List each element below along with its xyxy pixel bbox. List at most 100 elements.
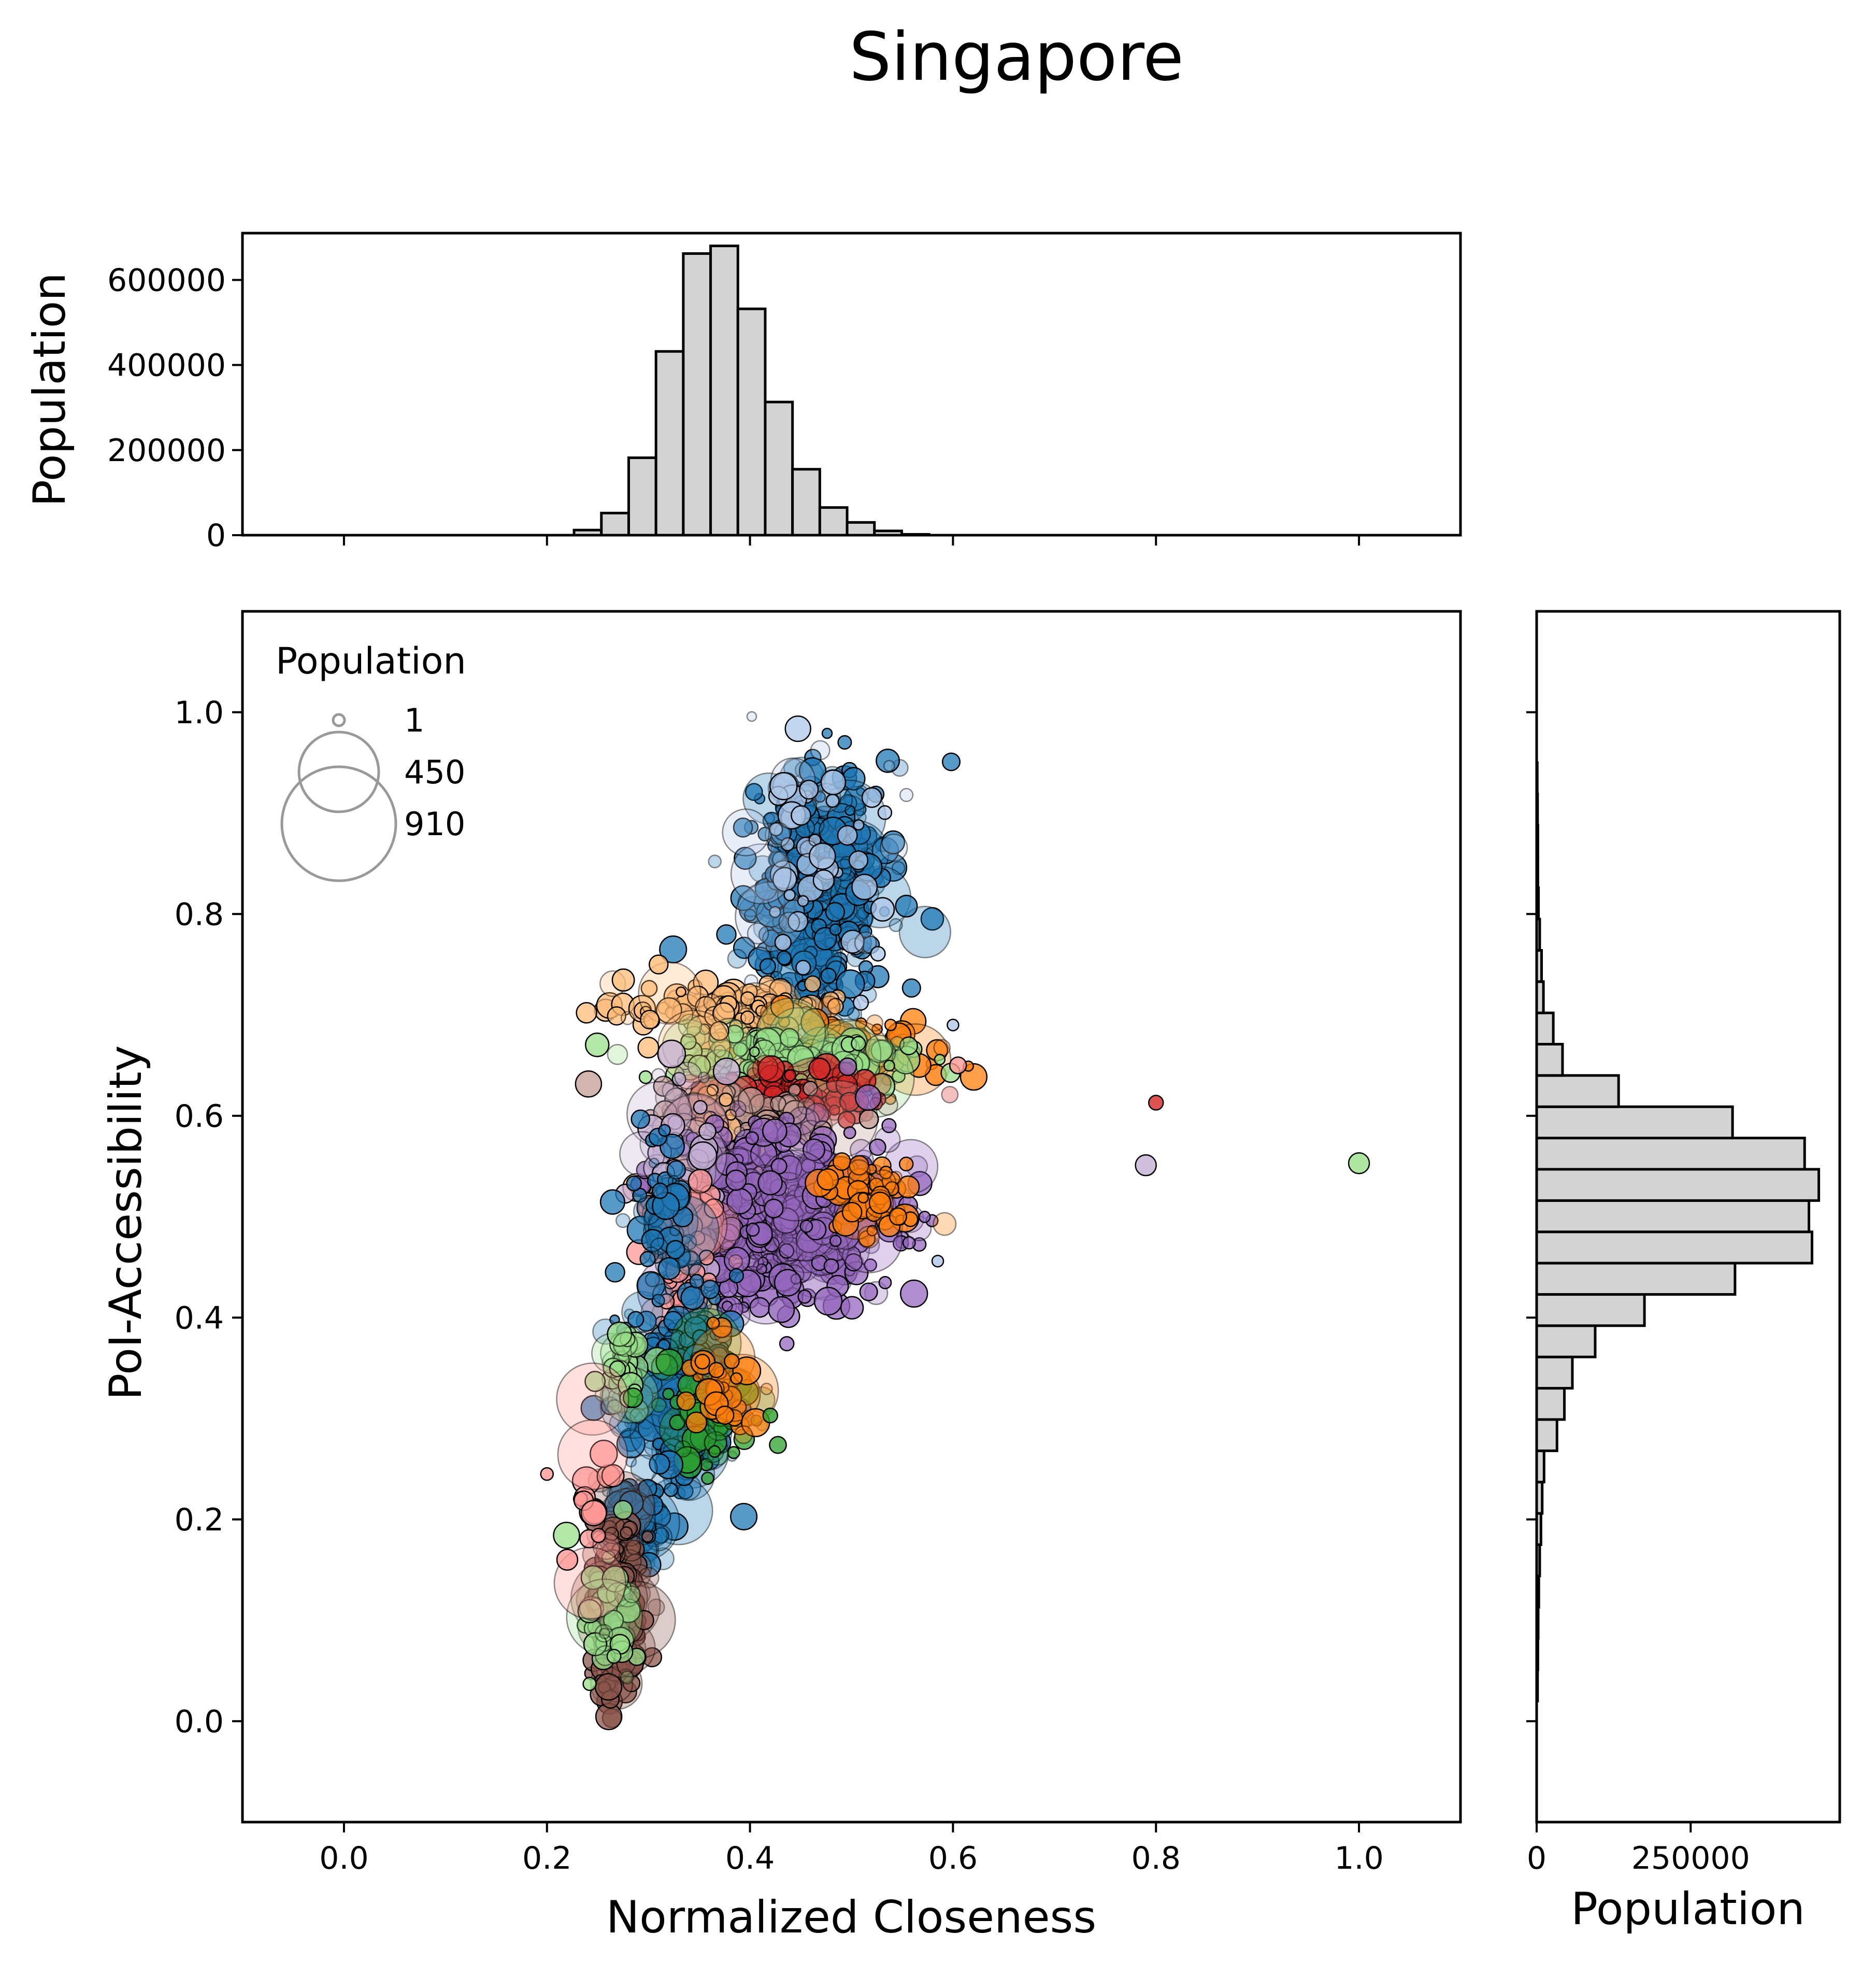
scatter-point: [755, 1005, 768, 1018]
scatter-point: [918, 1211, 931, 1223]
top-histogram-bar: [627, 456, 657, 537]
scatter-point: [783, 889, 796, 901]
scatter-point: [900, 1279, 928, 1308]
right-histogram-bar: [1535, 1324, 1597, 1358]
scatter-point: [727, 1446, 740, 1459]
main-ylabel: PoI-Accessibility: [100, 1045, 152, 1400]
right-histogram-bar: [1535, 1262, 1737, 1296]
top-histogram-y-tick-label: 400000: [107, 348, 226, 384]
scatter-point: [678, 1013, 703, 1038]
right-histogram-x-tick-label: 250000: [1631, 1840, 1750, 1876]
top-histogram-bars: [572, 245, 930, 537]
main-x-tick-label: 0.6: [928, 1840, 978, 1876]
main-y-tick-label: 1.0: [175, 695, 224, 731]
scatter-point: [941, 1085, 959, 1104]
scatter-point: [752, 1054, 779, 1081]
main-xlabel: Normalized Closeness: [606, 1892, 1096, 1943]
scatter-point: [809, 842, 836, 870]
scatter-point: [890, 1036, 905, 1051]
right-histogram-bar: [1535, 1168, 1821, 1202]
scatter-point: [772, 867, 797, 892]
scatter-point: [582, 1677, 597, 1692]
size-legend-label: 1: [404, 701, 424, 739]
scatter-point: [853, 819, 865, 831]
top-histogram-bar: [764, 400, 794, 537]
scatter-point: [744, 783, 763, 801]
scatter-point: [768, 1296, 795, 1323]
scatter-point: [762, 1118, 787, 1144]
scatter-point: [716, 924, 737, 945]
scatter-point: [623, 1585, 641, 1603]
scatter-point: [649, 954, 669, 975]
top-histogram-frame: [241, 232, 1462, 537]
scatter-point: [779, 1028, 800, 1048]
scatter-point: [611, 968, 635, 992]
scatter-point: [701, 1471, 714, 1485]
scatter-point: [934, 1053, 946, 1066]
scatter-point: [843, 1126, 856, 1139]
scatter-point: [784, 1069, 797, 1082]
right-histogram-bar: [1535, 1418, 1558, 1452]
scatter-point: [747, 922, 769, 945]
scatter-point: [651, 1068, 666, 1083]
right-histogram-bar: [1535, 1074, 1620, 1108]
scatter-point: [861, 787, 882, 808]
scatter-point: [881, 830, 906, 854]
scatter-point: [770, 995, 794, 1019]
scatter-point: [680, 1033, 697, 1050]
scatter-point: [734, 847, 757, 870]
figure-title: Singapore: [849, 19, 1184, 96]
scatter-point: [693, 1100, 708, 1115]
scatter-point: [817, 1168, 839, 1191]
scatter-point: [737, 1086, 765, 1114]
scatter-point: [884, 1019, 897, 1032]
scatter-point: [840, 929, 865, 954]
size-legend-label: 910: [404, 805, 465, 843]
scatter-point: [933, 1039, 951, 1056]
main-scatter: 0.0 0.2 0.4 0.6 0.8 1.0 0.0 0.2 0.4 0.6 0.8 1.0 No…: [100, 610, 1462, 1943]
scatter-point: [652, 1182, 668, 1199]
scatter-point: [694, 1354, 710, 1370]
main-x-tick-label: 1.0: [1334, 1840, 1383, 1876]
scatter-point: [829, 923, 842, 936]
scatter-point: [540, 1467, 554, 1481]
scatter-point: [1348, 1152, 1370, 1174]
top-histogram: 0 200000 400000 600000 Population: [24, 232, 1462, 554]
scatter-point: [638, 1070, 653, 1084]
scatter-point: [931, 1254, 944, 1268]
scatter-point: [747, 1254, 764, 1271]
scatter-point: [730, 1372, 743, 1385]
scatter-point: [790, 1273, 802, 1285]
scatter-point: [700, 1280, 720, 1299]
scatter-point: [727, 949, 747, 969]
scatter-point: [709, 1021, 729, 1041]
scatter-point: [898, 1156, 914, 1172]
scatter-point: [749, 1046, 760, 1057]
top-histogram-bar: [600, 511, 630, 537]
scatter-point: [638, 961, 701, 1025]
scatter-point: [881, 1118, 897, 1134]
scatter-point: [637, 1036, 660, 1059]
scatter-point: [941, 752, 961, 771]
scatter-point: [764, 1198, 784, 1219]
scatter-point: [651, 1397, 667, 1413]
scatter-point: [895, 894, 918, 918]
scatter-point: [769, 906, 781, 919]
scatter-point: [580, 1500, 607, 1527]
scatter-point: [871, 1023, 883, 1035]
scatter-point: [880, 834, 908, 862]
scatter-point: [901, 978, 921, 998]
scatter-point: [858, 1109, 879, 1129]
scatter-point: [899, 787, 914, 803]
scatter-point: [787, 911, 809, 932]
scatter-point: [658, 1124, 671, 1137]
scatter-point: [607, 1043, 628, 1065]
scatter-point: [799, 780, 819, 800]
scatter-point: [797, 1290, 812, 1304]
scatter-point: [820, 967, 837, 984]
scatter-point: [724, 1353, 740, 1369]
scatter-point: [733, 1042, 748, 1057]
scatter-point: [804, 975, 821, 993]
scatter-point: [613, 1500, 633, 1520]
